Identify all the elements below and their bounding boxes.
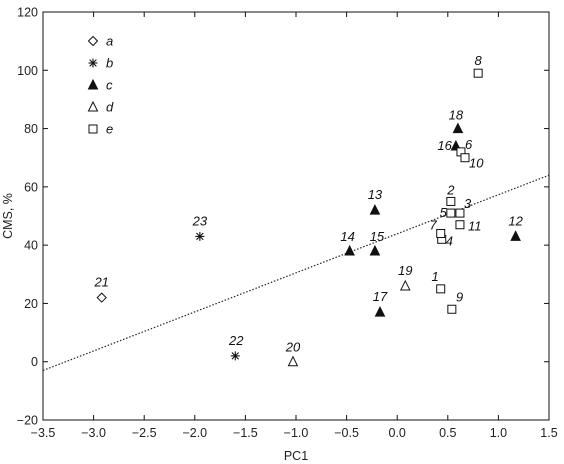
y-tick-label: 120 — [17, 6, 38, 20]
legend-label-d: d — [106, 100, 114, 115]
point-label: 3 — [464, 196, 472, 211]
x-tick-label: 0.0 — [389, 426, 406, 440]
legend-label-c: c — [106, 78, 113, 93]
point-label: 8 — [475, 53, 483, 68]
legend-marker-d — [87, 100, 99, 112]
legend-marker-e — [88, 124, 98, 134]
point-label: 15 — [370, 229, 385, 244]
point-label: 1 — [431, 269, 438, 284]
y-tick-label: 0 — [31, 355, 38, 369]
point-label: 19 — [398, 263, 412, 278]
legend-marker-a — [87, 35, 99, 47]
data-point-b-23 — [195, 231, 205, 241]
point-label: 9 — [456, 289, 463, 304]
data-point-e-10 — [460, 153, 470, 163]
data-point-e-8 — [473, 68, 483, 78]
y-tick-label: 80 — [24, 122, 38, 136]
point-label: 14 — [340, 229, 354, 244]
data-point-b-22 — [230, 351, 240, 361]
point-label: 6 — [465, 137, 473, 152]
y-tick-label: −20 — [17, 414, 38, 428]
data-point-c-14 — [344, 244, 355, 256]
point-label: 13 — [368, 187, 383, 202]
y-tick-label: 60 — [24, 180, 38, 194]
y-tick-label: 40 — [24, 239, 38, 253]
data-point-c-13 — [369, 204, 381, 215]
point-label: 12 — [508, 213, 523, 228]
legend-label-a: a — [106, 34, 113, 49]
data-point-c-17 — [374, 306, 386, 317]
x-tick-label: 1.5 — [540, 426, 557, 440]
x-tick-label: −1.0 — [284, 426, 309, 440]
point-label: 2 — [446, 182, 455, 197]
y-tick-label: 20 — [24, 297, 38, 311]
x-tick-label: 1.0 — [490, 426, 507, 440]
x-tick-label: 0.5 — [439, 426, 456, 440]
point-label: 21 — [93, 275, 108, 290]
x-tick-label: −2.0 — [182, 426, 207, 440]
x-tick-label: −3.0 — [81, 426, 106, 440]
x-tick-label: −1.5 — [233, 426, 258, 440]
x-tick-label: −2.5 — [132, 426, 157, 440]
point-label: 16 — [437, 138, 452, 153]
data-point-c-18 — [452, 122, 464, 134]
x-tick-label: −0.5 — [334, 426, 359, 440]
data-point-e-9 — [447, 304, 457, 314]
plot-area-frame — [42, 11, 550, 421]
point-label: 7 — [429, 217, 437, 232]
point-label: 4 — [446, 233, 453, 248]
point-label: 22 — [228, 333, 244, 348]
point-label: 5 — [440, 205, 448, 220]
legend-label-b: b — [106, 56, 113, 71]
data-point-d-19 — [399, 279, 411, 291]
data-point-e-1 — [436, 284, 446, 294]
data-point-e-2 — [446, 196, 456, 206]
data-point-e-7 — [436, 228, 446, 238]
y-axis-title: CMS, % — [1, 193, 15, 239]
x-tick-label: −3.5 — [31, 426, 56, 440]
data-point-e-5 — [446, 208, 456, 218]
legend-label-e: e — [106, 122, 113, 137]
data-point-c-15 — [369, 244, 381, 256]
point-label: 11 — [468, 219, 482, 234]
point-label: 17 — [373, 289, 388, 304]
x-axis-title: PC1 — [284, 449, 308, 463]
data-point-e-3 — [455, 208, 465, 218]
data-point-a-21 — [96, 292, 107, 303]
data-point-d-20 — [287, 355, 299, 367]
point-label: 23 — [192, 213, 208, 228]
y-tick-label: 100 — [17, 64, 38, 78]
point-label: 18 — [449, 108, 464, 123]
legend-marker-b — [88, 58, 98, 68]
point-label: 20 — [285, 340, 301, 355]
data-point-e-11 — [455, 220, 465, 230]
regression-line — [42, 174, 550, 372]
data-point-c-12 — [510, 230, 521, 241]
legend-marker-c — [87, 78, 99, 90]
point-label: 10 — [469, 156, 484, 171]
